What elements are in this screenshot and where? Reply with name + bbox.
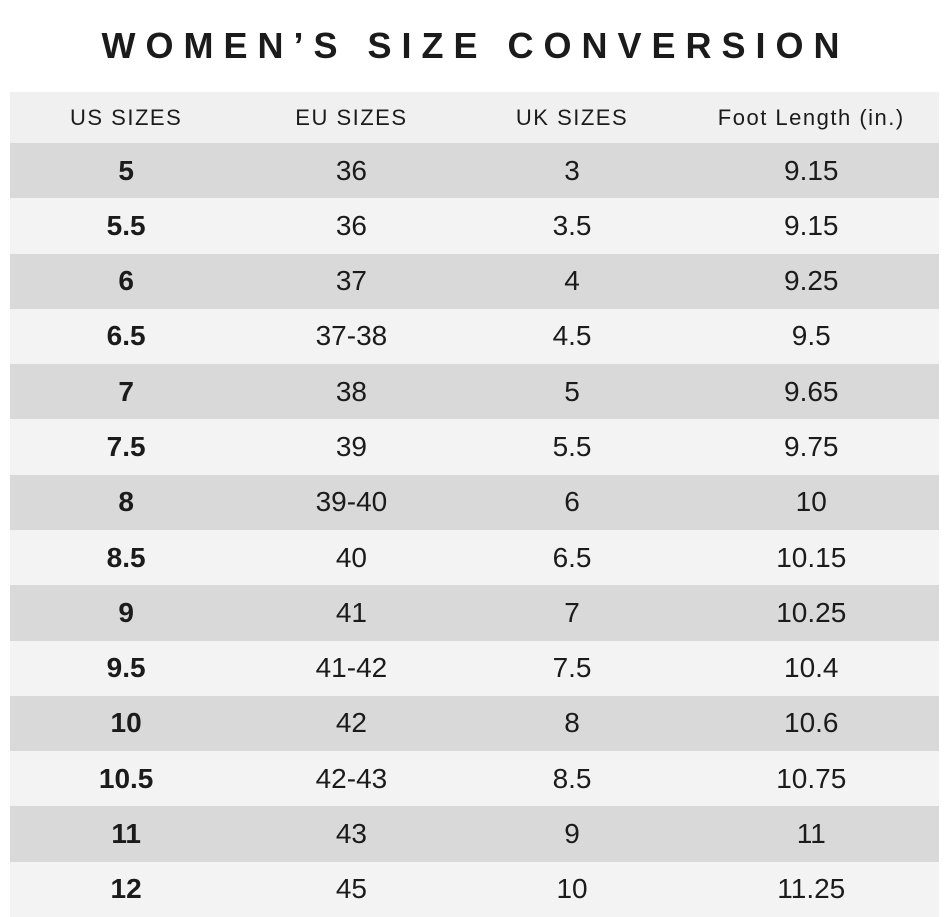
cell-us-size: 11 — [111, 818, 141, 850]
table-row: 12 45 10 11.25 — [10, 861, 939, 917]
cell-eu-size: 45 — [335, 873, 367, 905]
cell-foot-length: 10 — [795, 486, 827, 518]
cell-us-size: 10.5 — [98, 762, 154, 794]
cell-eu-size: 42-43 — [315, 762, 388, 794]
table-row: 10.5 42-43 8.5 10.75 — [10, 751, 939, 807]
title-area: WOMEN’S SIZE CONVERSION — [0, 0, 951, 92]
cell-eu-size: 42 — [335, 707, 367, 739]
cell-foot-length: 9.25 — [784, 265, 839, 297]
cell-us-size: 7 — [118, 375, 134, 407]
table-row: 6.5 37-38 4.5 9.5 — [10, 308, 939, 365]
cell-us-size: 5 — [118, 154, 134, 186]
cell-eu-size: 41-42 — [315, 652, 388, 684]
table-row: 8.5 40 6.5 10.15 — [10, 529, 939, 586]
page-title: WOMEN’S SIZE CONVERSION — [101, 25, 850, 66]
cell-us-size: 8.5 — [106, 541, 146, 573]
cell-us-size: 8 — [118, 486, 134, 518]
cell-uk-size: 3.5 — [552, 209, 592, 241]
cell-uk-size: 8.5 — [552, 762, 592, 794]
header-uk-sizes: UK SIZES — [515, 104, 629, 130]
table-header-row: US SIZES EU SIZES UK SIZES Foot Length (… — [10, 92, 939, 143]
cell-uk-size: 9 — [564, 818, 580, 850]
cell-foot-length: 10.75 — [776, 762, 847, 794]
cell-eu-size: 39-40 — [315, 486, 388, 518]
table-row: 8 39-40 6 10 — [10, 474, 939, 530]
cell-uk-size: 4.5 — [552, 320, 592, 352]
cell-uk-size: 7.5 — [552, 652, 592, 684]
table-row: 5.5 36 3.5 9.15 — [10, 198, 939, 254]
cell-eu-size: 36 — [335, 209, 367, 241]
table-row: 6 37 4 9.25 — [10, 253, 939, 309]
cell-uk-size: 10 — [556, 873, 588, 905]
cell-foot-length: 10.25 — [776, 596, 847, 628]
table-row: 11 43 9 11 — [10, 806, 939, 862]
header-us-sizes: US SIZES — [70, 104, 183, 130]
cell-uk-size: 6 — [564, 486, 580, 518]
table-row: 7.5 39 5.5 9.75 — [10, 419, 939, 475]
cell-foot-length: 10.6 — [784, 707, 839, 739]
cell-foot-length: 10.4 — [784, 652, 839, 684]
cell-uk-size: 5 — [564, 375, 580, 407]
size-table: US SIZES EU SIZES UK SIZES Foot Length (… — [10, 92, 939, 917]
cell-uk-size: 7 — [564, 596, 580, 628]
cell-eu-size: 36 — [335, 154, 367, 186]
cell-foot-length: 9.65 — [784, 375, 839, 407]
table-row: 9.5 41-42 7.5 10.4 — [10, 640, 939, 696]
cell-eu-size: 43 — [335, 818, 367, 850]
cell-us-size: 7.5 — [106, 431, 146, 463]
cell-us-size: 10 — [110, 707, 142, 739]
cell-eu-size: 41 — [335, 596, 367, 628]
cell-uk-size: 3 — [564, 154, 580, 186]
table-row: 7 38 5 9.65 — [10, 364, 939, 420]
cell-eu-size: 37-38 — [315, 320, 388, 352]
cell-foot-length: 9.75 — [784, 431, 839, 463]
cell-foot-length: 11 — [796, 818, 826, 850]
cell-us-size: 9 — [118, 596, 134, 628]
cell-eu-size: 38 — [335, 375, 367, 407]
header-foot-length: Foot Length (in.) — [717, 104, 905, 130]
cell-eu-size: 39 — [335, 431, 367, 463]
cell-uk-size: 4 — [564, 265, 580, 297]
header-eu-sizes: EU SIZES — [295, 104, 408, 130]
cell-foot-length: 9.15 — [784, 154, 839, 186]
cell-foot-length: 9.15 — [784, 209, 839, 241]
table-row: 10 42 8 10.6 — [10, 695, 939, 752]
cell-us-size: 12 — [110, 873, 142, 905]
cell-uk-size: 6.5 — [552, 541, 592, 573]
cell-foot-length: 9.5 — [791, 320, 831, 352]
cell-foot-length: 10.15 — [776, 541, 847, 573]
cell-us-size: 9.5 — [106, 652, 146, 684]
cell-uk-size: 5.5 — [552, 431, 592, 463]
cell-eu-size: 40 — [335, 541, 367, 573]
cell-eu-size: 37 — [335, 265, 367, 297]
cell-us-size: 6 — [118, 265, 134, 297]
table-row: 5 36 3 9.15 — [10, 143, 939, 199]
cell-uk-size: 8 — [564, 707, 580, 739]
cell-us-size: 6.5 — [106, 320, 146, 352]
table-row: 9 41 7 10.25 — [10, 585, 939, 641]
cell-foot-length: 11.25 — [777, 873, 846, 905]
cell-us-size: 5.5 — [106, 209, 146, 241]
